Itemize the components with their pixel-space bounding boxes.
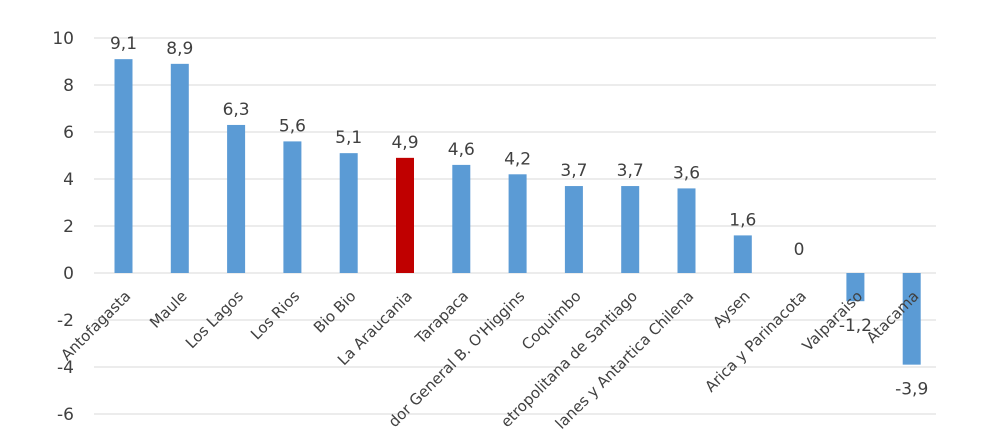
y-tick-label: -6 (57, 405, 74, 425)
y-axis-ticks: 10 8 6 4 2 0 -2 -4 -6 (52, 29, 74, 425)
y-tick-label: -2 (57, 311, 74, 331)
bar (508, 174, 527, 273)
y-tick-label: 2 (63, 217, 74, 237)
data-label: 0 (794, 240, 805, 260)
data-label: 5,1 (335, 128, 362, 148)
bar (114, 59, 133, 274)
category-label: Aysen (709, 287, 753, 331)
bar (170, 63, 189, 273)
data-label: 4,6 (448, 140, 475, 160)
y-tick-label: 6 (63, 123, 74, 143)
data-label: 6,3 (223, 100, 250, 120)
bar (902, 273, 921, 365)
category-label: Maule (146, 287, 191, 332)
y-tick-label: -4 (57, 358, 74, 378)
category-label: Bio Bio (310, 287, 360, 337)
y-tick-label: 0 (63, 264, 74, 284)
data-label: -1,2 (839, 316, 872, 336)
data-labels: 9,1 8,9 6,3 5,6 5,1 4,9 4,6 4,2 3,7 3,7 3,6 1,6 0 -1,… (110, 34, 928, 400)
bar (452, 164, 471, 273)
category-label: Arica y Parinacota (701, 287, 810, 396)
bar (283, 141, 302, 273)
bar (227, 124, 246, 273)
bars (114, 59, 921, 365)
bar (846, 273, 865, 302)
y-tick-label: 8 (63, 76, 74, 96)
bar (733, 235, 752, 273)
data-label: 1,6 (729, 210, 756, 230)
bar (677, 188, 696, 273)
bar (339, 153, 358, 273)
data-label: 4,9 (391, 133, 418, 153)
data-label: 8,9 (166, 39, 193, 59)
data-label: 3,6 (673, 163, 700, 183)
category-label: Los Rios (247, 287, 303, 343)
data-label: 5,6 (279, 116, 306, 136)
bar (396, 157, 414, 273)
y-tick-label: 4 (63, 170, 74, 190)
bar (621, 186, 640, 273)
data-label: -3,9 (895, 380, 928, 400)
data-label: 3,7 (617, 161, 644, 181)
data-label: 9,1 (110, 34, 137, 54)
data-label: 3,7 (560, 161, 587, 181)
y-tick-label: 10 (52, 29, 74, 49)
bar (564, 186, 583, 273)
data-label: 4,2 (504, 149, 531, 169)
